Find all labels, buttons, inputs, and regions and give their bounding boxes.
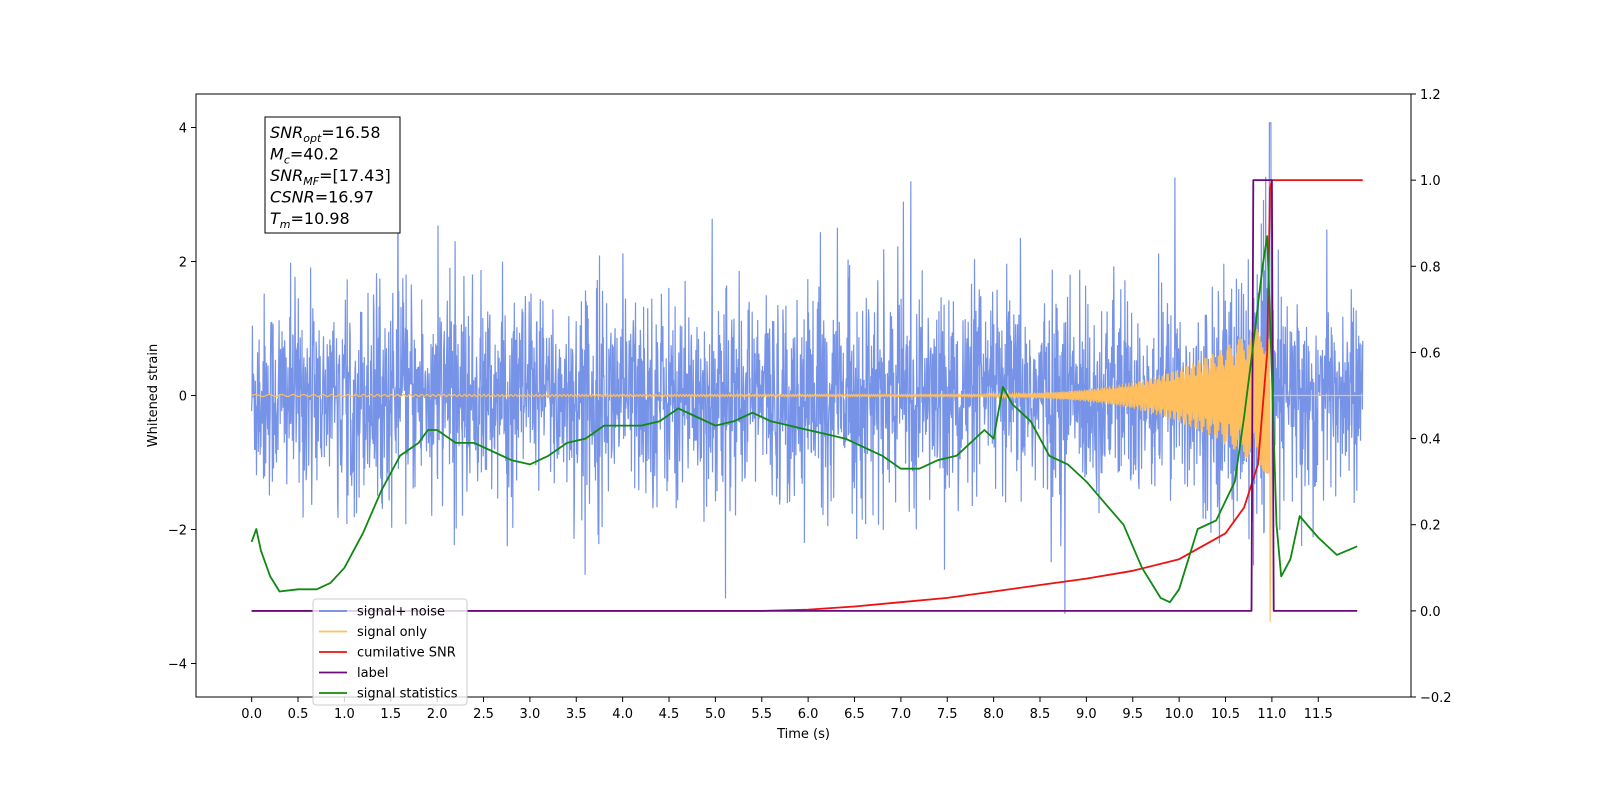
y-left-tick-label: −4	[168, 658, 187, 673]
annotation-line: CSNR=16.97	[270, 188, 374, 207]
y-left-tick-label: 4	[179, 122, 187, 137]
x-tick-label: 4.5	[659, 707, 680, 722]
x-axis-label: Time (s)	[776, 727, 830, 742]
x-tick-label: 3.5	[566, 707, 587, 722]
y-right-tick-label: 0.8	[1420, 260, 1441, 275]
legend-label: signal+ noise	[357, 605, 445, 620]
x-tick-label: 11.5	[1304, 707, 1333, 722]
x-tick-label: 8.5	[1030, 707, 1051, 722]
y-right-tick-label: 0.6	[1420, 346, 1441, 361]
x-tick-label: 5.0	[705, 707, 726, 722]
series-signal-noise	[251, 122, 1364, 614]
x-tick-label: 1.5	[380, 707, 401, 722]
y-left-tick-label: 2	[179, 256, 187, 271]
x-tick-label: 5.5	[751, 707, 772, 722]
y-left-tick-label: −2	[168, 524, 187, 539]
annotation-frame	[264, 116, 401, 234]
series-cumilative-snr	[251, 179, 1363, 612]
series-signal-statistics	[250, 235, 1358, 604]
y-right-tick-label: 0.0	[1420, 605, 1441, 620]
legend-label: cumilative SNR	[357, 646, 456, 661]
y-right-tick-label: −0.2	[1420, 691, 1452, 706]
x-tick-label: 4.0	[612, 707, 633, 722]
legend-label: label	[357, 666, 388, 681]
x-tick-label: 0.5	[288, 707, 309, 722]
y-right-tick-label: 0.2	[1420, 519, 1441, 534]
x-tick-label: 10.0	[1165, 707, 1194, 722]
x-tick-label: 6.5	[844, 707, 865, 722]
y-right-tick-label: 1.0	[1420, 174, 1441, 189]
y-right-tick-label: 0.4	[1420, 433, 1441, 448]
x-tick-label: 10.5	[1211, 707, 1240, 722]
x-tick-label: 9.5	[1122, 707, 1143, 722]
x-tick-label: 6.0	[798, 707, 819, 722]
series-layer	[250, 122, 1364, 622]
annotation-line: SNRMF=[17.43]	[270, 166, 391, 188]
y-axis-label: Whitened strain	[146, 344, 161, 447]
annotation-box: SNRopt=16.58Mc=40.2SNRMF=[17.43]CSNR=16.…	[264, 116, 401, 234]
x-tick-label: 0.0	[241, 707, 262, 722]
series-label	[251, 179, 1358, 612]
legend-label: signal only	[357, 625, 427, 640]
x-tick-label: 3.0	[520, 707, 541, 722]
annotation-line: SNRopt=16.58	[270, 123, 381, 145]
x-tick-label: 8.0	[983, 707, 1004, 722]
y-right-tick-label: 1.2	[1420, 88, 1441, 103]
x-tick-label: 1.0	[334, 707, 355, 722]
y-left-tick-label: 0	[179, 390, 187, 405]
x-tick-label: 9.0	[1076, 707, 1097, 722]
series-signal-only	[251, 326, 1363, 622]
annotation-line: Mc=40.2	[270, 145, 339, 167]
x-tick-label: 2.5	[473, 707, 494, 722]
annotation-line: Tm=10.98	[270, 209, 350, 231]
x-tick-label: 7.0	[891, 707, 912, 722]
legend-label: signal statistics	[357, 687, 458, 702]
x-tick-label: 11.0	[1257, 707, 1286, 722]
x-tick-label: 2.0	[427, 707, 448, 722]
axes-layer: 0.0 0.5 1.0 1.5 2.0 2.5 3.0 3.5 4.0 4.5 5.0 5.5 6.0 6…	[146, 88, 1452, 742]
legend-box	[312, 598, 468, 706]
x-tick-label: 7.5	[937, 707, 958, 722]
legend: signal+ noise signal only cumilative SNR la…	[312, 598, 468, 706]
